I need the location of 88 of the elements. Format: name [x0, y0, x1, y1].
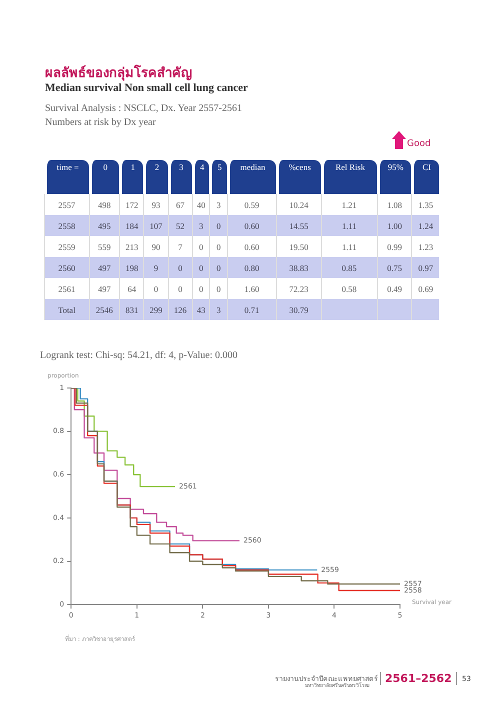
- text: 2560: [44, 257, 89, 278]
- text: 3: [209, 194, 227, 215]
- text: 1.60: [226, 278, 276, 299]
- text: 0: [192, 236, 210, 257]
- text: 0: [168, 257, 192, 278]
- text: 19.50: [276, 236, 321, 257]
- text: 1.24: [411, 215, 439, 236]
- text: Survival Analysis : NSCLC, Dx. Year 2557-2561: [45, 103, 242, 114]
- text: Good: [407, 139, 431, 149]
- text: 7: [168, 236, 192, 257]
- text: %cens: [276, 160, 321, 194]
- text: 126: [168, 299, 192, 320]
- text: 95%: [376, 160, 412, 194]
- text: 0.71: [226, 299, 276, 320]
- text: 1.00: [376, 215, 412, 236]
- text: 64: [119, 278, 144, 299]
- text: 0.97: [411, 257, 439, 278]
- text: 52: [168, 215, 192, 236]
- text: 1.21: [320, 194, 377, 215]
- chart-subtitle: Median survival Non small cell lung cancer: [45, 82, 248, 94]
- text: 0.60: [226, 236, 276, 257]
- text: 0: [88, 160, 120, 194]
- text: 0.49: [376, 278, 412, 299]
- text: 1: [119, 160, 144, 194]
- text: 93: [143, 194, 168, 215]
- text: 2561–2562: [380, 672, 457, 685]
- text: 5: [209, 160, 227, 194]
- text: 40: [192, 194, 210, 215]
- text: time =: [44, 160, 89, 194]
- text: 172: [119, 194, 144, 215]
- text: 0: [192, 257, 210, 278]
- text: 0.69: [411, 278, 439, 299]
- text: 1.11: [320, 215, 377, 236]
- text: 2558: [44, 215, 89, 236]
- text: 10.24: [276, 194, 321, 215]
- text: 1.08: [376, 194, 412, 215]
- text: 2559: [44, 236, 89, 257]
- text: median: [226, 160, 276, 194]
- text: 497: [88, 257, 120, 278]
- text: 831: [119, 299, 144, 320]
- text: 14.55: [276, 215, 321, 236]
- text: 90: [143, 236, 168, 257]
- text: 1.11: [320, 236, 377, 257]
- text: 0.75: [376, 257, 412, 278]
- text: 9: [143, 257, 168, 278]
- text: 495: [88, 215, 120, 236]
- text: 299: [143, 299, 168, 320]
- text: 38.83: [276, 257, 321, 278]
- text: 2546: [88, 299, 120, 320]
- text: 0: [168, 278, 192, 299]
- text: 1.35: [411, 194, 439, 215]
- text: 198: [119, 257, 144, 278]
- text: 2: [143, 160, 168, 194]
- text: 72.23: [276, 278, 321, 299]
- text: 2557: [44, 194, 89, 215]
- text: 67: [168, 194, 192, 215]
- text: 30.79: [276, 299, 321, 320]
- text: 0: [209, 215, 227, 236]
- text: 107: [143, 215, 168, 236]
- text: 559: [88, 236, 120, 257]
- text: 3: [192, 215, 210, 236]
- text: 0.59: [226, 194, 276, 215]
- text: 0.58: [320, 278, 377, 299]
- text: 0: [209, 236, 227, 257]
- text: 0: [209, 278, 227, 299]
- text: Numbers at risk by Dx year: [45, 117, 156, 128]
- chart-title: ผลลัพธ์ของกลุ่มโรคสำคัญ: [45, 64, 192, 83]
- text: 0: [192, 278, 210, 299]
- text: 0: [209, 257, 227, 278]
- text: 497: [88, 278, 120, 299]
- text: 43: [192, 299, 210, 320]
- text: Logrank test: Chi-sq: 54.21, df: 4, p-Value: 0.000: [40, 350, 238, 361]
- text: 0.80: [226, 257, 276, 278]
- text: Rel Risk: [320, 160, 377, 194]
- text: CI: [411, 160, 439, 194]
- text: 3: [168, 160, 192, 194]
- text: 0.85: [320, 257, 377, 278]
- text: 184: [119, 215, 144, 236]
- text: 213: [119, 236, 144, 257]
- text: 0: [143, 278, 168, 299]
- text: 1.23: [411, 236, 439, 257]
- text: 4: [192, 160, 210, 194]
- text: 0.99: [376, 236, 412, 257]
- text: 3: [209, 299, 227, 320]
- text: 2561: [44, 278, 89, 299]
- text: 498: [88, 194, 120, 215]
- text: Total: [44, 299, 89, 320]
- text: 0.60: [226, 215, 276, 236]
